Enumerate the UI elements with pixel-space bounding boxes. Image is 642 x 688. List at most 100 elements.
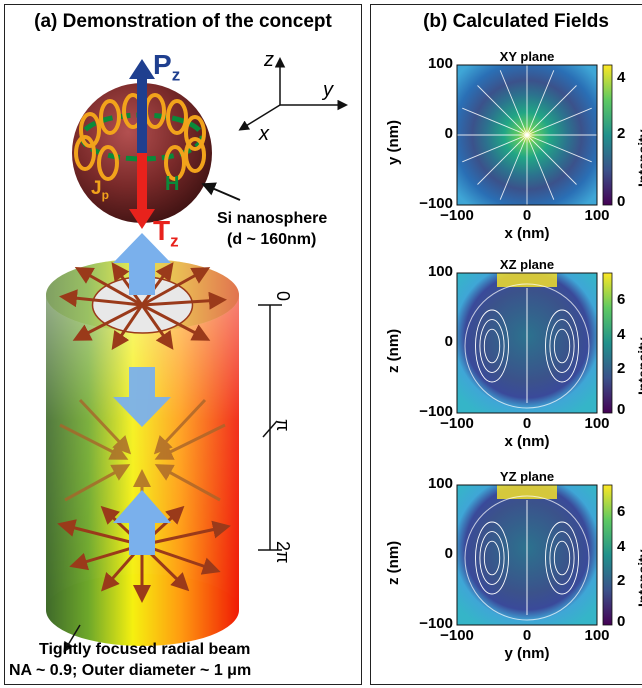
x-tick-label: 0	[522, 207, 532, 224]
phase-scale	[258, 304, 282, 551]
streamline	[462, 107, 528, 136]
x-axis-label: y (nm)	[504, 645, 550, 662]
x-tick-label: 100	[584, 207, 610, 224]
streamline-loop	[479, 531, 505, 585]
plot-frame	[456, 64, 598, 206]
streamline	[462, 134, 528, 163]
colorbar	[602, 484, 613, 626]
streamline-loop	[475, 521, 509, 595]
tz-label: Tz	[153, 215, 179, 251]
colorbar-tick-label: 6	[617, 291, 626, 308]
colorbar-tick-label: 0	[617, 613, 626, 630]
phase-0-label: 0	[273, 291, 293, 302]
colorbar-tick-label: 4	[617, 326, 626, 344]
y-tick-label: −100	[419, 403, 453, 420]
plot-frame	[456, 272, 598, 414]
y-axis-label: z (nm)	[385, 540, 402, 585]
streamline	[499, 70, 528, 136]
colorbar-tick-label: 4	[617, 538, 626, 556]
nanosphere-size-label: (d ~ 160nm)	[227, 231, 317, 248]
x-tick-label: 100	[584, 627, 610, 644]
streamline	[526, 70, 555, 136]
colorbar-tick-label: 0	[617, 193, 626, 210]
y-tick-label: 0	[444, 333, 453, 350]
colorbar	[602, 272, 613, 414]
colorbar-label: Intensity	[635, 549, 642, 607]
x-tick-label: 100	[584, 415, 610, 432]
middle-converging-field-arrows	[59, 398, 226, 510]
plot-title: YZ plane	[499, 469, 555, 484]
streamline	[477, 134, 528, 185]
sphere-outline	[464, 283, 590, 409]
colorbar-tick-label: 2	[617, 571, 626, 589]
tz-arrow	[129, 153, 155, 229]
streamline-loop	[479, 319, 505, 373]
x-tick-label: −100	[440, 207, 474, 224]
y-tick-label: 0	[444, 125, 453, 142]
jp-label: Jp	[91, 178, 109, 202]
axis-y-label: y	[323, 79, 333, 101]
streamline	[526, 85, 577, 136]
beam-label: Tightly focused radial beam	[39, 641, 251, 658]
phase-2pi-label: 2π	[273, 541, 293, 564]
concept-illustration	[46, 57, 348, 653]
streamline-loop	[475, 309, 509, 383]
hotspot-top	[497, 485, 557, 499]
pz-label: Pz	[153, 49, 181, 85]
x-tick-label: 0	[522, 627, 532, 644]
field-plots: XY plane 100 0 −100 −100 0 100 x (nm) y (nm) 4 2 0 I…	[371, 5, 642, 684]
h-label: H	[165, 173, 180, 195]
colorbar-tick-label: 4	[617, 69, 626, 86]
y-tick-label: 0	[444, 545, 453, 562]
panel-a: (a) Demonstration of the concept	[4, 4, 362, 685]
beam-pointer	[63, 624, 81, 653]
streamline-loop	[545, 521, 579, 595]
streamline	[526, 134, 577, 185]
top-radial-field-arrows	[59, 262, 227, 350]
streamline-loop	[545, 309, 579, 383]
colorbar-tick-label: 2	[617, 125, 626, 142]
streamline	[526, 134, 592, 163]
x-tick-label: −100	[440, 415, 474, 432]
streamline-loop	[549, 319, 575, 373]
streamline-loop	[483, 540, 501, 576]
poynting-arrows	[113, 233, 171, 555]
streamline	[526, 107, 592, 136]
beam-parameters-label: NA ~ 0.9; Outer diameter ~ 1 μm	[9, 662, 252, 679]
axis-x-label: x	[259, 123, 269, 145]
streamline-loop	[553, 540, 571, 576]
streamline-loop	[549, 531, 575, 585]
y-tick-label: 100	[427, 263, 453, 280]
sphere-outline	[464, 495, 590, 621]
phase-pi-label: π	[273, 419, 293, 432]
colorbar-tick-label: 0	[617, 401, 626, 418]
y-tick-label: 100	[427, 475, 453, 492]
x-tick-label: 0	[522, 415, 532, 432]
sphere-pointer	[201, 182, 241, 201]
plot-frame	[456, 484, 598, 626]
colorbar-tick-label: 2	[617, 359, 626, 377]
x-tick-label: −100	[440, 627, 474, 644]
panel-b-title: (b) Calculated Fields	[423, 11, 609, 32]
streamline-loop	[483, 328, 501, 364]
axis-z-label: z	[264, 49, 274, 71]
x-axis-label: x (nm)	[504, 225, 550, 242]
colorbar-tick-label: 6	[617, 503, 626, 520]
y-tick-label: 100	[427, 55, 453, 72]
plot-title: XZ plane	[499, 257, 555, 272]
current-loops	[74, 93, 206, 181]
streamline-loop	[553, 328, 571, 364]
plot-title: XY plane	[499, 49, 555, 64]
colorbar	[602, 64, 613, 206]
x-axis-label: x (nm)	[504, 433, 550, 450]
coordinate-axes	[238, 57, 348, 131]
pz-arrow	[129, 59, 155, 153]
streamline	[477, 85, 528, 136]
hotspot-top	[497, 273, 557, 287]
streamline	[526, 134, 555, 200]
panel-a-title: (a) Demonstration of the concept	[34, 11, 332, 32]
y-tick-label: −100	[419, 615, 453, 632]
panel-b: (b) Calculated Fields XY plane 100 0 −100 −1…	[370, 4, 642, 685]
streamline	[499, 134, 528, 200]
nanosphere-label: Si nanosphere	[217, 210, 328, 227]
